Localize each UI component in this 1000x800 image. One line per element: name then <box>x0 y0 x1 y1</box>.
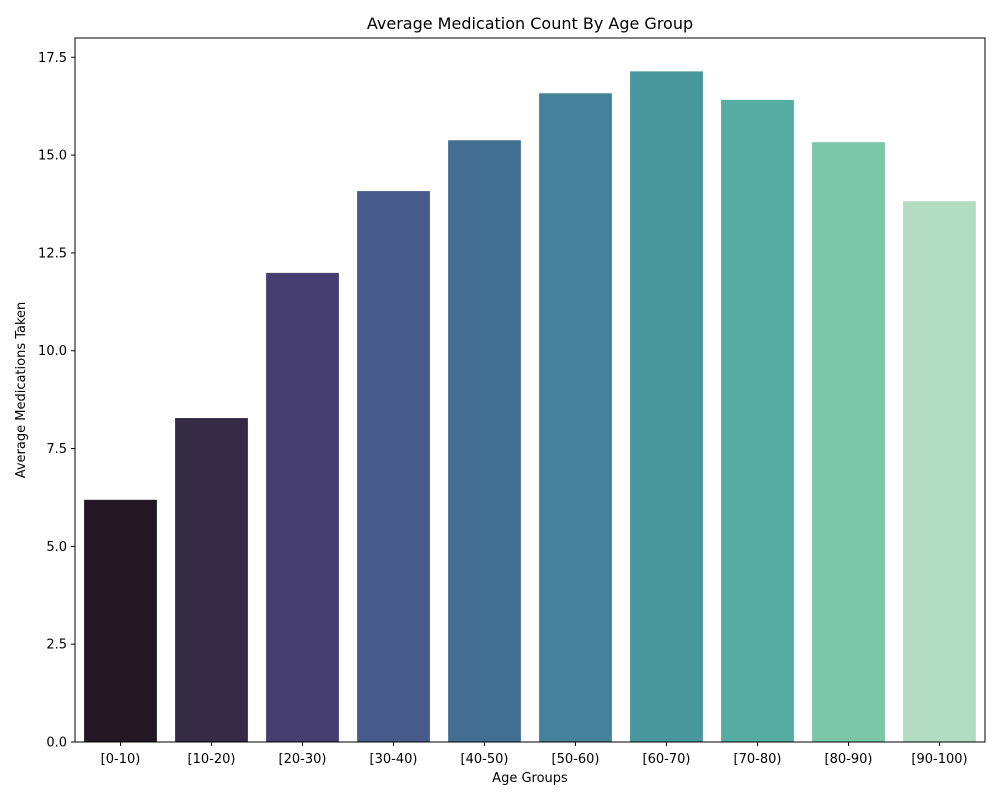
y-axis-ticks: 0.0 2.5 5.0 7.5 10.0 12.5 15.0 17.5 <box>38 51 75 751</box>
bar-2 <box>266 272 339 742</box>
bar-6 <box>630 71 703 742</box>
x-axis-label: Age Groups <box>492 771 568 786</box>
bar-8 <box>812 142 885 742</box>
x-tick-label: [20-30) <box>279 752 327 767</box>
bar-5 <box>539 93 612 742</box>
x-tick-label: [90-100) <box>911 752 967 767</box>
y-axis-label: Average Medications Taken <box>14 302 29 479</box>
y-tick-label: 0.0 <box>46 736 67 751</box>
y-tick-label: 12.5 <box>38 246 67 261</box>
x-tick-label: [30-40) <box>370 752 418 767</box>
bar-7 <box>721 99 794 743</box>
y-tick-label: 17.5 <box>38 51 67 66</box>
x-tick-label: [0-10) <box>101 752 141 767</box>
x-tick-label: [70-80) <box>734 752 782 767</box>
bar-3 <box>357 191 430 742</box>
bar-0 <box>84 499 157 742</box>
bar-1 <box>175 418 248 742</box>
bar-4 <box>448 140 521 743</box>
y-tick-label: 7.5 <box>46 442 67 457</box>
bar-9 <box>903 201 976 742</box>
x-tick-label: [10-20) <box>188 752 236 767</box>
x-tick-label: [80-90) <box>825 752 873 767</box>
y-tick-label: 5.0 <box>46 540 67 555</box>
x-tick-label: [40-50) <box>461 752 509 767</box>
axes-frame <box>74 37 986 743</box>
x-axis-ticks: [0-10) [10-20) [20-30) [30-40) [40-50) [50-60… <box>101 742 968 767</box>
x-tick-label: [60-70) <box>643 752 691 767</box>
y-tick-label: 15.0 <box>38 149 67 164</box>
y-tick-label: 2.5 <box>46 638 67 653</box>
bars-group <box>84 71 976 743</box>
chart-title: Average Medication Count By Age Group <box>367 14 693 33</box>
y-tick-label: 10.0 <box>38 344 67 359</box>
x-tick-label: [50-60) <box>552 752 600 767</box>
